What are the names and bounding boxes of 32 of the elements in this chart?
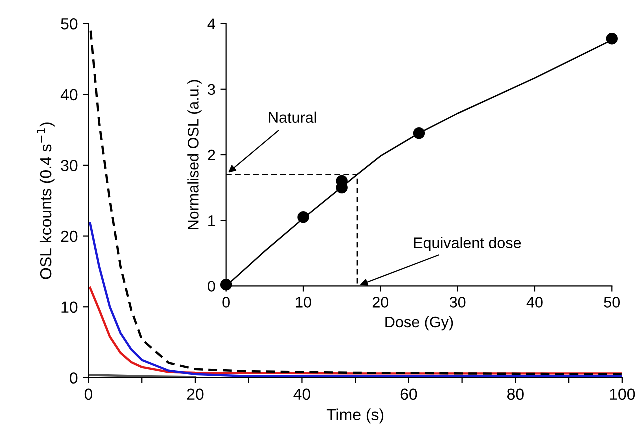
point	[298, 211, 310, 224]
x-tick-label: 50	[604, 297, 620, 308]
x-axis-title: Dose (Gy)	[386, 316, 454, 331]
x-tick-label: 60	[400, 388, 418, 400]
y-tick-label: 2	[208, 150, 216, 161]
y-tick-label: 0	[70, 372, 78, 384]
x-tick-label: 0	[84, 388, 93, 400]
x-tick-label: 0	[222, 297, 230, 308]
y-tick-label: 20	[61, 230, 78, 242]
y-tick-label: 1	[208, 216, 216, 226]
y-tick-label: 40	[60, 89, 78, 101]
x-axis-title: Time (s)	[326, 408, 384, 424]
annotation: Natural	[269, 112, 316, 124]
annotation: Equivalent dose	[414, 237, 522, 252]
y-axis-title: OSL kcounts (0.4 s$^{−1}$)	[37, 122, 55, 280]
x-tick-label: 100	[610, 388, 636, 400]
x-tick-label: 40	[526, 297, 543, 308]
y-tick-label: 4	[208, 18, 216, 30]
point	[413, 128, 426, 140]
y-tick-label: 30	[61, 160, 78, 172]
y-tick-label: 0	[208, 281, 216, 292]
point	[220, 279, 232, 291]
x-tick-label: 40	[294, 388, 310, 400]
x-tick-label: 20	[187, 388, 204, 400]
x-tick-label: 80	[508, 388, 524, 400]
x-tick-label: 10	[296, 297, 312, 308]
y-tick-label: 3	[208, 84, 216, 96]
point	[606, 33, 618, 45]
y-tick-label: 50	[61, 18, 78, 30]
x-tick-label: 20	[372, 297, 389, 308]
x-tick-label: 30	[450, 297, 466, 308]
y-axis-title: Normalised OSL (a.u.)	[188, 80, 202, 230]
